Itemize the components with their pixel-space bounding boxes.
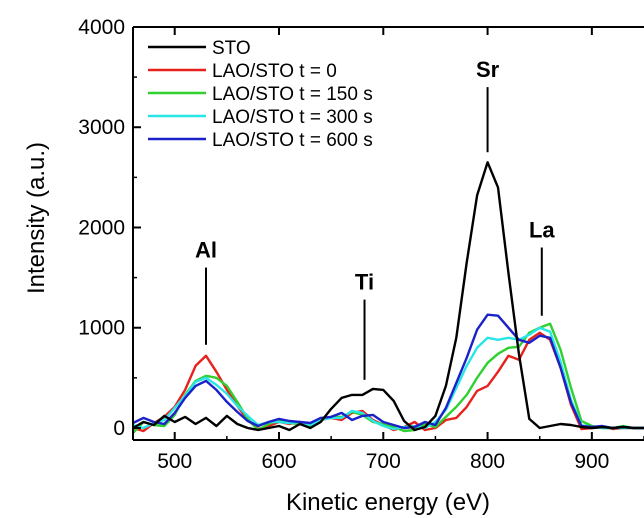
series-line-lao-sto-t-150-s bbox=[132, 322, 644, 434]
x-tick-label-700: 700 bbox=[366, 450, 401, 473]
legend-label-sto: STO bbox=[212, 38, 251, 59]
peak-label-al: Al bbox=[195, 238, 217, 263]
x-tick-label-800: 800 bbox=[470, 450, 505, 473]
series-line-lao-sto-t-600-s bbox=[132, 313, 644, 430]
y-tick-label-0: 0 bbox=[113, 417, 125, 440]
axes-layer: 500 600 700 800 900 0 1000 2000 3000 4000 bbox=[78, 16, 644, 473]
legend-label-lao-sto-t-300-s: LAO/STO t = 300 s bbox=[212, 107, 373, 128]
y-axis-title: Intensity (a.u.) bbox=[23, 142, 50, 294]
legend-label-lao-sto-t-0: LAO/STO t = 0 bbox=[212, 61, 337, 82]
y-tick-label-3000: 3000 bbox=[78, 116, 125, 139]
x-tick-label-600: 600 bbox=[261, 450, 296, 473]
legend-label-lao-sto-t-150-s: LAO/STO t = 150 s bbox=[212, 84, 373, 105]
series-layer bbox=[132, 161, 644, 434]
peak-label-la: La bbox=[529, 218, 555, 243]
x-tick-label-500: 500 bbox=[157, 450, 192, 473]
legend-label-lao-sto-t-600-s: LAO/STO t = 600 s bbox=[212, 130, 373, 151]
peak-label-ti: Ti bbox=[355, 270, 374, 295]
peak-label-sr: Sr bbox=[476, 57, 500, 82]
y-tick-label-1000: 1000 bbox=[78, 317, 125, 340]
x-axis-title: Kinetic energy (eV) bbox=[286, 489, 490, 516]
series-line-lao-sto-t-300-s bbox=[132, 326, 644, 431]
annotation-layer: Al Ti Sr La bbox=[195, 57, 555, 380]
series-line-lao-sto-t-0 bbox=[132, 331, 644, 433]
series-line-sto bbox=[132, 161, 644, 432]
y-tick-label-4000: 4000 bbox=[78, 16, 125, 39]
x-tick-label-900: 900 bbox=[574, 450, 609, 473]
y-tick-label-2000: 2000 bbox=[78, 216, 125, 239]
